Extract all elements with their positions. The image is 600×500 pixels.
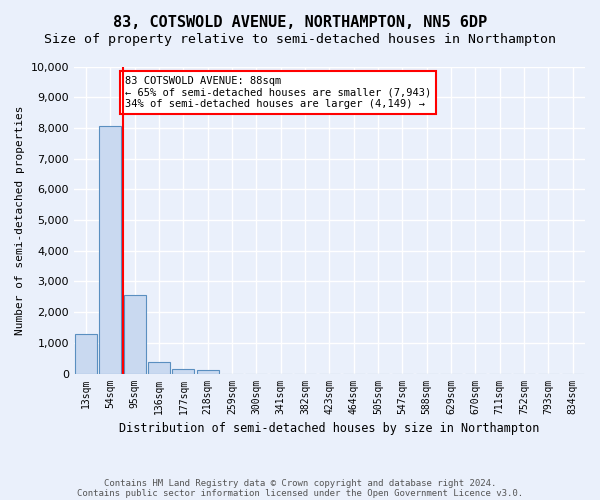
Text: Contains public sector information licensed under the Open Government Licence v3: Contains public sector information licen…: [77, 488, 523, 498]
Bar: [100, 126, 121, 374]
Bar: [172, 369, 194, 374]
Bar: [124, 296, 146, 374]
Bar: [75, 334, 97, 374]
Text: Contains HM Land Registry data © Crown copyright and database right 2024.: Contains HM Land Registry data © Crown c…: [104, 478, 496, 488]
Text: 83 COTSWOLD AVENUE: 88sqm
← 65% of semi-detached houses are smaller (7,943)
34% : 83 COTSWOLD AVENUE: 88sqm ← 65% of semi-…: [125, 76, 431, 109]
Bar: [148, 362, 170, 374]
Text: Size of property relative to semi-detached houses in Northampton: Size of property relative to semi-detach…: [44, 32, 556, 46]
X-axis label: Distribution of semi-detached houses by size in Northampton: Distribution of semi-detached houses by …: [119, 422, 539, 435]
Bar: [197, 370, 219, 374]
Text: 83, COTSWOLD AVENUE, NORTHAMPTON, NN5 6DP: 83, COTSWOLD AVENUE, NORTHAMPTON, NN5 6D…: [113, 15, 487, 30]
Y-axis label: Number of semi-detached properties: Number of semi-detached properties: [15, 106, 25, 335]
